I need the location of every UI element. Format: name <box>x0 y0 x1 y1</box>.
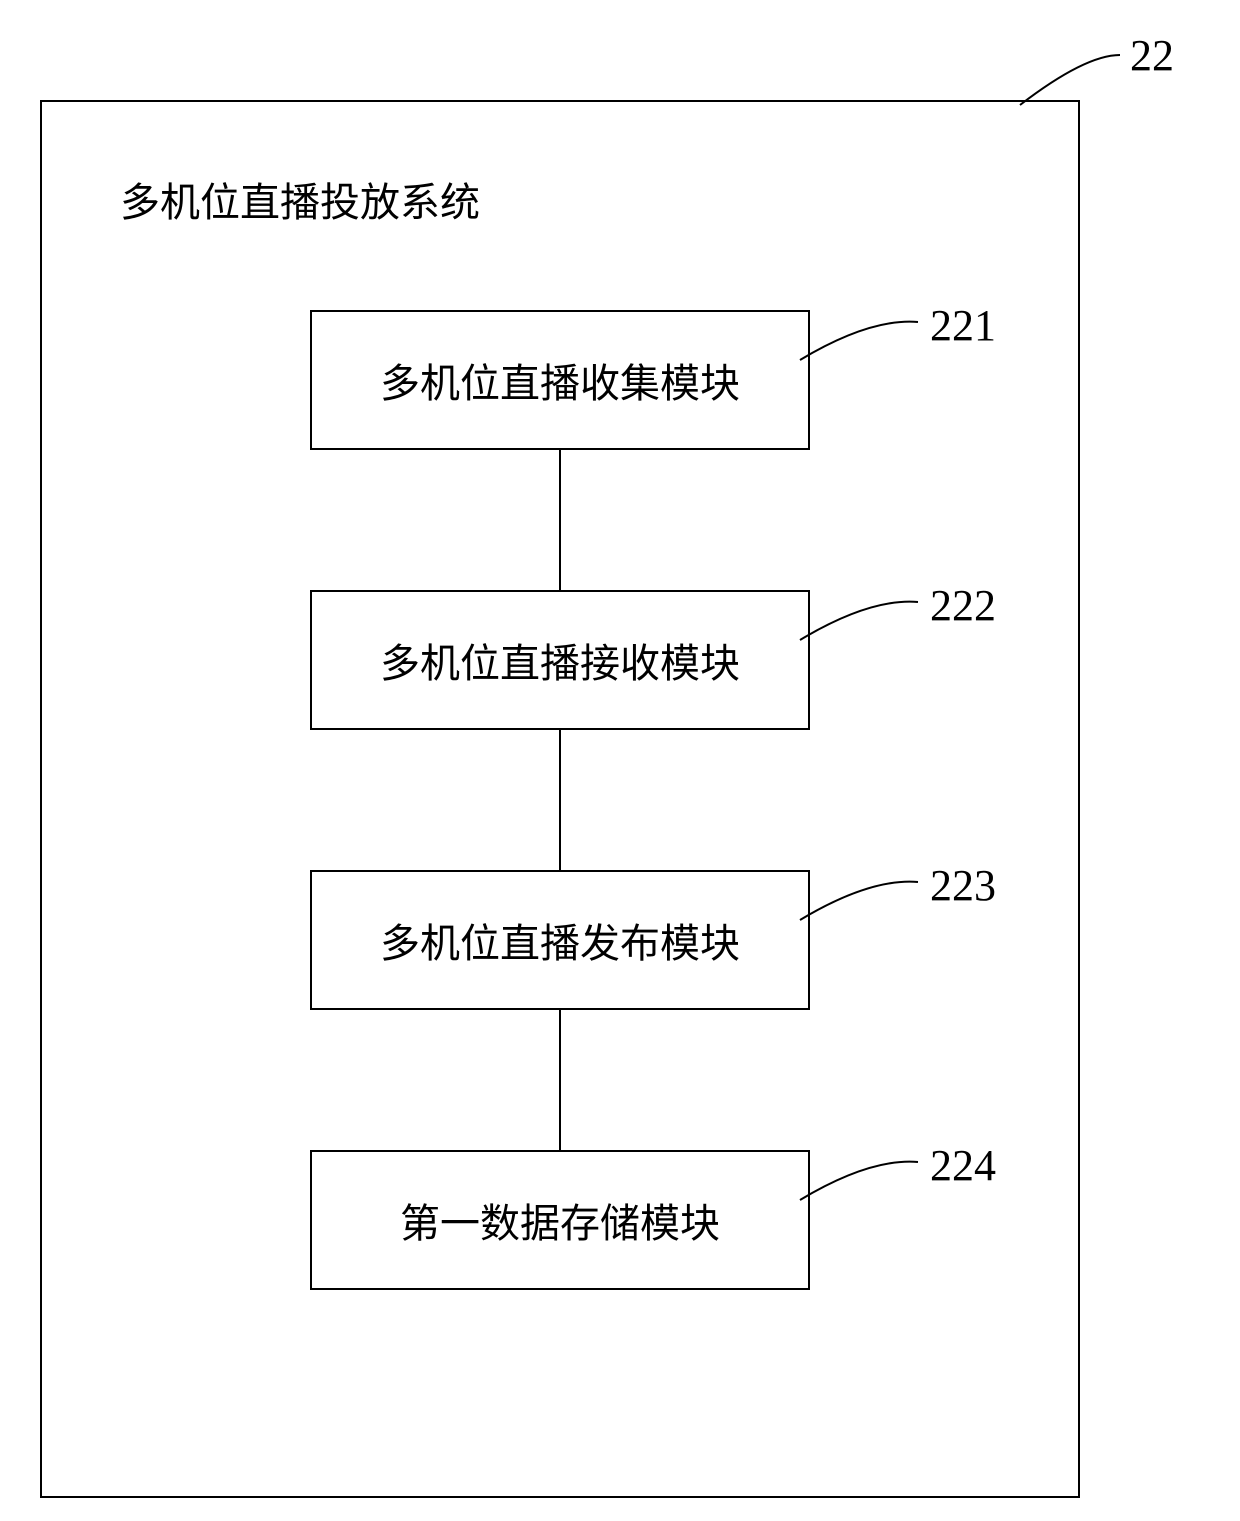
label-224: 224 <box>930 1140 996 1191</box>
leader-224 <box>0 0 1240 1521</box>
diagram-canvas: 多机位直播投放系统 22 多机位直播收集模块 221 多机位直播接收模块 222… <box>0 0 1240 1521</box>
